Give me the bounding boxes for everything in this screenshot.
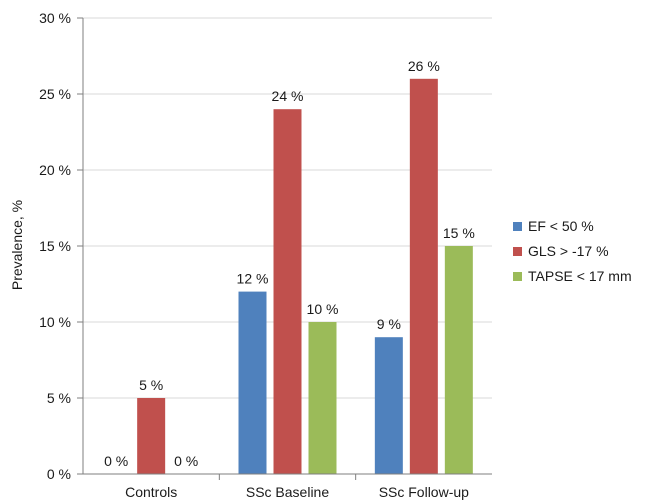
- bars: 0 % 5 % 0 % 12 % 24 % 10 % 9 % 26 % 15 %: [104, 58, 475, 475]
- legend-swatch: [513, 272, 522, 281]
- x-tick-label: Controls: [125, 484, 177, 500]
- x-tick-label: SSc Follow-up: [379, 484, 469, 500]
- x-axis: Controls SSc Baseline SSc Follow-up: [83, 473, 492, 500]
- legend-label: TAPSE < 17 mm: [528, 268, 632, 284]
- y-tick-label: 30 %: [39, 10, 71, 26]
- y-tick-label: 15 %: [39, 238, 71, 254]
- y-tick-label: 5 %: [47, 390, 71, 406]
- data-label: 24 %: [272, 88, 304, 104]
- x-tick-label: SSc Baseline: [246, 484, 329, 500]
- legend: EF < 50 % GLS > -17 % TAPSE < 17 mm: [513, 218, 632, 284]
- bar-1-2: [409, 78, 438, 475]
- bar-0-2: [374, 337, 403, 474]
- bar-1-1: [273, 109, 302, 474]
- data-label: 5 %: [139, 377, 163, 393]
- data-label: 0 %: [104, 453, 128, 469]
- data-label: 10 %: [307, 301, 339, 317]
- data-label: 0 %: [174, 453, 198, 469]
- y-axis: 0 % 5 % 10 % 15 % 20 % 25 % 30 %: [39, 10, 84, 482]
- bar-0-1: [238, 291, 267, 474]
- y-axis-label: Prevalence, %: [9, 200, 25, 290]
- bar-2-2: [444, 246, 473, 474]
- data-label: 15 %: [443, 225, 475, 241]
- data-label: 12 %: [237, 271, 269, 287]
- y-tick-label: 25 %: [39, 86, 71, 102]
- bar-1-0: [137, 398, 166, 474]
- legend-label: GLS > -17 %: [528, 243, 609, 259]
- y-tick-label: 10 %: [39, 314, 71, 330]
- data-label: 26 %: [408, 58, 440, 74]
- data-label: 9 %: [377, 316, 401, 332]
- legend-swatch: [513, 222, 522, 231]
- legend-label: EF < 50 %: [528, 218, 594, 234]
- bar-2-1: [308, 322, 337, 474]
- legend-swatch: [513, 247, 522, 256]
- y-tick-label: 20 %: [39, 162, 71, 178]
- y-tick-label: 0 %: [47, 466, 71, 482]
